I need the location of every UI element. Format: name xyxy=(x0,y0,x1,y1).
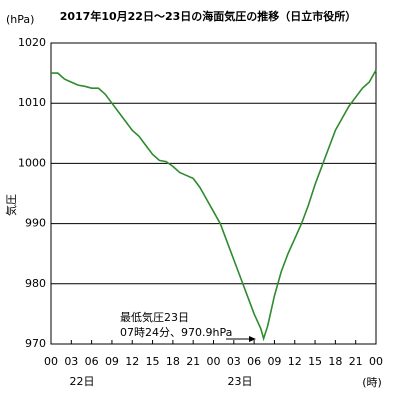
x-tick-label: 21 xyxy=(186,355,200,368)
x-tick-label: 06 xyxy=(85,355,99,368)
x-unit: (時) xyxy=(362,376,382,389)
y-tick-label: 970 xyxy=(25,337,46,350)
x-tick-label: 18 xyxy=(166,355,180,368)
y-tick-label: 1020 xyxy=(18,36,46,49)
annotation: 最低気圧23日 xyxy=(120,310,189,324)
x-tick-label: 18 xyxy=(328,355,342,368)
day-label: 23日 xyxy=(228,375,253,388)
x-tick-label: 12 xyxy=(288,355,302,368)
plot-frame xyxy=(50,42,377,345)
x-tick-label: 15 xyxy=(146,355,160,368)
x-tick-label: 15 xyxy=(308,355,322,368)
x-tick-label: 03 xyxy=(227,355,241,368)
x-tick-label: 00 xyxy=(207,355,221,368)
y-tick-label: 980 xyxy=(25,277,46,290)
x-tick-label: 21 xyxy=(349,355,363,368)
x-tick-label: 00 xyxy=(44,355,58,368)
y-tick-label: 990 xyxy=(25,217,46,230)
annotation-arrowhead xyxy=(249,336,256,342)
y-tick-label: 1000 xyxy=(18,156,46,169)
x-tick-label: 03 xyxy=(64,355,78,368)
x-tick-label: 00 xyxy=(369,355,383,368)
y-unit: (hPa) xyxy=(6,13,34,26)
day-label: 22日 xyxy=(70,375,95,388)
x-tick-label: 09 xyxy=(267,355,281,368)
chart-title: 2017年10月22日～23日の海面気圧の推移（日立市役所） xyxy=(60,9,357,23)
y-tick-label: 1010 xyxy=(18,96,46,109)
x-tick-label: 12 xyxy=(125,355,139,368)
pressure-line xyxy=(51,69,377,342)
x-tick-label: 09 xyxy=(105,355,119,368)
annotation: 07時24分、970.9hPa xyxy=(120,326,232,339)
y-axis-label: 気圧 xyxy=(4,194,18,216)
x-tick-label: 06 xyxy=(247,355,261,368)
